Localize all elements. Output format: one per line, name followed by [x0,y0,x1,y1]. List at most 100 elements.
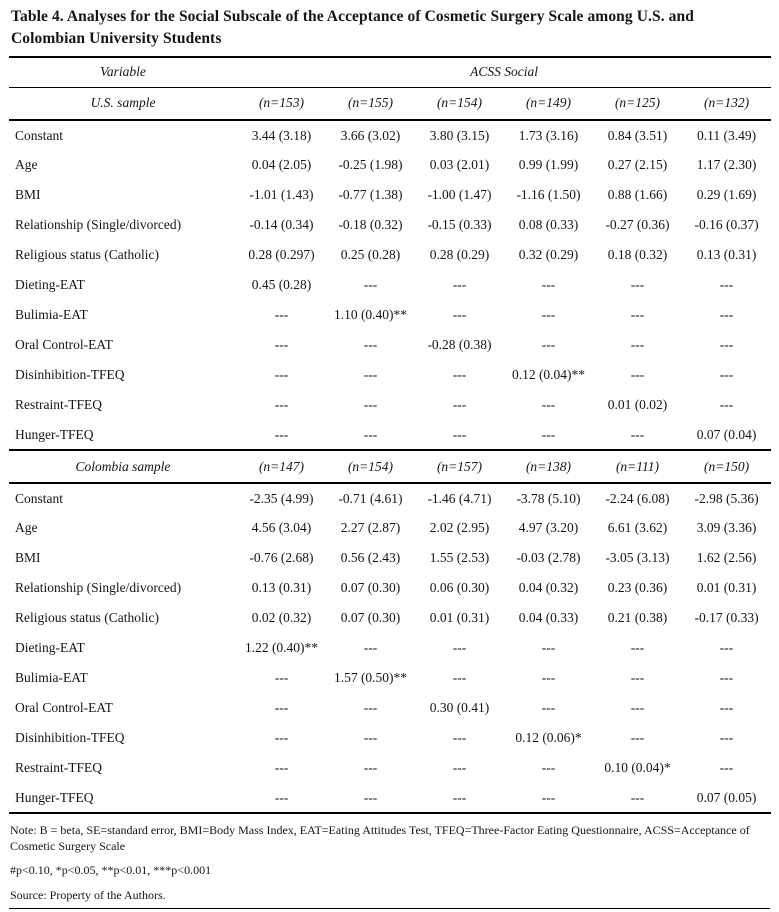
cell-value: --- [274,397,289,412]
cell-value: --- [237,783,326,814]
cell-value: -0.15 (0.33) [427,217,492,232]
table-row: Religious status (Catholic) 0.02 (0.32) 0.… [9,603,771,633]
table-row: Bulimia-EAT --- 1.57 (0.50)** --- --- --- --- [9,663,771,693]
table-row: Restraint-TFEQ --- --- --- --- 0.01 (0.02) --- [9,390,771,420]
n-column-header: (n=153) [237,87,326,121]
cell-value: --- [541,760,556,775]
n-column-header: (n=132) [682,87,772,121]
cell-value: --- [452,730,467,745]
cell-value: --- [504,783,593,814]
cell-value: -3.78 (5.10) [516,490,581,506]
cell-value: --- [630,730,645,745]
cell-value: 0.01 (0.31) [429,610,490,625]
cell-value: 1.73 (3.16) [518,127,579,143]
cell-value: --- [363,760,378,775]
cell-value: 3.44 (3.18) [251,127,312,143]
variable-label: Age [15,520,38,535]
table-title: Table 4. Analyses for the Social Subscal… [11,8,694,47]
cell-value: 0.28 (0.297) [248,247,315,262]
cell-value: --- [274,730,289,745]
note-abbreviations: Note: B = beta, SE=standard error, BMI=B… [10,823,750,853]
cell-value: --- [719,760,734,775]
cell-value: -1.00 (1.47) [427,187,492,202]
cell-value: 0.29 (1.69) [696,187,757,202]
cell-value: -1.46 (4.71) [427,490,492,506]
variable-label: Hunger-TFEQ [9,420,237,451]
table-row: Restraint-TFEQ --- --- --- --- 0.10 (0.04)* --… [9,753,771,783]
cell-value: --- [274,760,289,775]
cell-value: 3.09 (3.36) [696,520,757,535]
column-header-row: Variable ACSS Social [9,57,772,88]
cell-value: 3.80 (3.15) [429,127,490,143]
cell-value: 1.10 (0.40)** [333,307,408,322]
variable-label: Oral Control-EAT [15,337,113,352]
cell-value: 0.18 (0.32) [607,247,668,262]
n-column-header: (n=149) [504,87,593,121]
cell-value: 0.10 (0.04)* [604,760,671,775]
cell-value: 1.57 (0.50)** [333,670,408,685]
variable-label: Hunger-TFEQ [9,783,237,814]
variable-label: Restraint-TFEQ [15,760,102,775]
cell-value: --- [719,700,734,715]
variable-label: Constant [15,490,64,506]
cell-value: --- [719,367,734,382]
table-row: Oral Control-EAT --- --- -0.28 (0.38) --- ---… [9,330,771,360]
cell-value: --- [719,337,734,352]
table-row: Constant 3.44 (3.18) 3.66 (3.02) 3.80 (3.15… [9,120,771,150]
table-row: Disinhibition-TFEQ --- --- --- 0.12 (0.04)**… [9,360,771,390]
cell-value: -0.03 (2.78) [516,550,581,565]
cell-value: --- [452,367,467,382]
cell-value: --- [326,420,415,451]
variable-label: Disinhibition-TFEQ [15,730,125,745]
cell-value: --- [630,337,645,352]
cell-value: --- [452,640,467,655]
cell-value: 0.07 (0.04) [682,420,772,451]
table-row: Disinhibition-TFEQ --- --- --- 0.12 (0.06)* -… [9,723,771,753]
cell-value: --- [326,783,415,814]
variable-label: Disinhibition-TFEQ [15,367,125,382]
variable-label: Dieting-EAT [15,277,85,292]
cell-value: 0.02 (0.32) [251,610,312,625]
cell-value: --- [274,337,289,352]
cell-value: --- [719,670,734,685]
cell-value: --- [541,277,556,292]
cell-value: --- [237,420,326,451]
page-bottom-rule [9,908,770,909]
cell-value: 1.55 (2.53) [429,550,490,565]
cell-value: --- [541,640,556,655]
variable-label: Dieting-EAT [15,640,85,655]
cell-value: -2.24 (6.08) [605,490,670,506]
cell-value: --- [593,783,682,814]
n-column-header: (n=157) [415,450,504,484]
cell-value: 0.21 (0.38) [607,610,668,625]
cell-value: --- [363,730,378,745]
cell-value: -2.35 (4.99) [249,490,314,506]
acss-social-table: Variable ACSS Social U.S. sample (n=153)(… [9,56,772,814]
cell-value: 0.04 (2.05) [251,157,312,172]
n-column-header: (n=154) [326,450,415,484]
variable-label: Age [15,157,38,172]
cell-value: --- [541,337,556,352]
cell-value: 0.11 (3.49) [696,127,757,143]
table-row: Dieting-EAT 1.22 (0.40)** --- --- --- --- --- [9,633,771,663]
sample-label: U.S. sample [9,87,237,121]
cell-value: 0.23 (0.36) [607,580,668,595]
cell-value: 0.84 (3.51) [607,127,668,143]
cell-value: 4.97 (3.20) [518,520,579,535]
cell-value: 0.07 (0.30) [340,580,401,595]
variable-label: Bulimia-EAT [15,670,88,685]
cell-value: 0.07 (0.05) [682,783,772,814]
sample-header-row: Colombia sample (n=147) (n=154) (n=157) (n=1… [9,450,772,484]
n-column-header: (n=155) [326,87,415,121]
cell-value: 3.66 (3.02) [340,127,401,143]
cell-value: --- [452,670,467,685]
variable-label: Constant [15,127,64,143]
cell-value: 0.30 (0.41) [429,700,490,715]
cell-value: 1.17 (2.30) [696,157,757,172]
cell-value: -1.16 (1.50) [516,187,581,202]
cell-value: --- [363,640,378,655]
cell-value: 0.99 (1.99) [518,157,579,172]
cell-value: 0.27 (2.15) [607,157,668,172]
cell-value: --- [415,420,504,451]
cell-value: --- [719,730,734,745]
